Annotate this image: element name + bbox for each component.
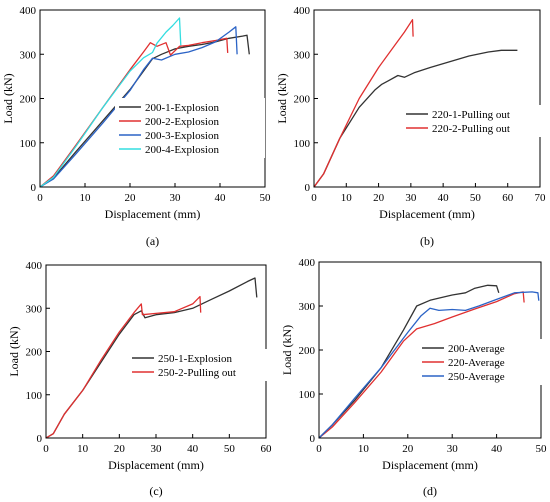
legend-entry-2: 250-2-Pulling out: [158, 367, 236, 379]
y-tick-label: 100: [294, 138, 311, 150]
legend-entry-2: 220-Average: [448, 357, 505, 369]
y-tick-label: 0: [310, 433, 316, 445]
chart-panel-4: 0 10 20 30 40 50 0 100 200 300 400 Displacement (mm…: [280, 257, 547, 498]
x-tick-label: 50: [536, 443, 548, 455]
y-tick-label: 200: [299, 345, 316, 357]
chart-panel-3: 0 10 20 30 40 50 60 0 100 200 300 400 Displacement (…: [7, 260, 272, 498]
x-tick-label: 10: [358, 443, 370, 455]
legend-background: [128, 349, 268, 381]
y-tick-label: 300: [299, 301, 316, 313]
y-tick-label: 200: [26, 347, 43, 359]
legend-background: [115, 98, 265, 158]
x-tick-label: 20: [402, 443, 414, 455]
legend-entry-3: 250-Average: [448, 371, 505, 383]
x-tick-label: 30: [170, 192, 182, 204]
panel-label: (d): [423, 484, 437, 498]
x-tick-label: 20: [125, 192, 137, 204]
x-tick-label: 70: [535, 192, 547, 204]
legend-entry-1: 200-1-Explosion: [145, 102, 219, 114]
series-line-1: [318, 284, 500, 439]
legend: 250-1-Explosion 250-2-Pulling out: [128, 349, 268, 381]
y-tick-label: 0: [305, 182, 311, 194]
legend: 200-1-Explosion 200-2-Explosion 200-3-Expl…: [115, 98, 265, 158]
legend-entry-4: 200-4-Explosion: [145, 144, 219, 156]
series-line-2: [318, 291, 525, 439]
x-axis-label: Displacement (mm): [108, 458, 204, 472]
x-tick-label: 10: [77, 443, 89, 455]
x-tick-label: 40: [438, 192, 450, 204]
chart-panel-2: 0 10 20 30 40 50 60 70 0 100 200 300 400 Displacement…: [275, 5, 546, 248]
series-line-3: [39, 26, 238, 188]
x-tick-label: 0: [311, 192, 317, 204]
legend: 220-1-Pulling out 220-2-Pulling out: [402, 105, 542, 137]
y-tick-label: 400: [26, 260, 43, 272]
panel-label: (b): [420, 234, 434, 248]
series-line-4: [39, 17, 182, 188]
x-tick-label: 20: [114, 443, 126, 455]
x-tick-label: 30: [447, 443, 459, 455]
x-tick-label: 0: [43, 443, 49, 455]
x-tick-label: 40: [491, 443, 503, 455]
x-tick-label: 10: [80, 192, 92, 204]
y-axis-label: Load (kN): [1, 73, 15, 123]
chart-panel-1: 0 10 20 30 40 50 0 100 200 300 400 Displacement (mm…: [1, 5, 271, 248]
y-tick-label: 300: [20, 49, 37, 61]
x-tick-label: 60: [261, 443, 273, 455]
y-tick-label: 400: [20, 5, 37, 17]
y-tick-label: 0: [37, 433, 43, 445]
legend-entry-1: 250-1-Explosion: [158, 353, 232, 365]
legend-entry-2: 200-2-Explosion: [145, 116, 219, 128]
y-tick-label: 200: [20, 94, 37, 106]
y-axis-label: Load (kN): [7, 326, 21, 376]
x-tick-label: 0: [316, 443, 322, 455]
y-tick-label: 400: [299, 257, 316, 269]
x-axis-label: Displacement (mm): [382, 458, 478, 472]
series-line-3: [318, 291, 540, 439]
legend-entry-1: 220-1-Pulling out: [432, 109, 510, 121]
x-tick-label: 30: [151, 443, 163, 455]
y-tick-label: 100: [20, 138, 37, 150]
y-axis-label: Load (kN): [280, 325, 294, 375]
legend-entry-3: 200-3-Explosion: [145, 130, 219, 142]
plot-frame: [313, 9, 541, 188]
y-axis-label: Load (kN): [275, 73, 289, 123]
x-tick-label: 30: [405, 192, 417, 204]
x-tick-label: 20: [373, 192, 385, 204]
panel-label: (a): [146, 234, 159, 248]
series-line-2: [45, 295, 202, 439]
x-tick-label: 50: [224, 443, 236, 455]
y-tick-label: 0: [31, 182, 37, 194]
y-tick-label: 300: [26, 303, 43, 315]
x-tick-label: 40: [215, 192, 227, 204]
x-tick-label: 10: [341, 192, 353, 204]
series-line-1: [313, 49, 518, 188]
x-axis-label: Displacement (mm): [105, 207, 201, 221]
legend-background: [402, 105, 542, 137]
y-tick-label: 200: [294, 94, 311, 106]
x-tick-label: 0: [37, 192, 43, 204]
x-tick-label: 50: [470, 192, 482, 204]
legend: 200-Average 220-Average 250-Average: [418, 339, 544, 385]
series-line-2: [313, 19, 414, 188]
x-tick-label: 40: [187, 443, 199, 455]
x-axis-label: Displacement (mm): [379, 207, 475, 221]
y-tick-label: 100: [299, 389, 316, 401]
panel-label: (c): [149, 484, 162, 498]
legend-entry-2: 220-2-Pulling out: [432, 123, 510, 135]
x-tick-label: 60: [502, 192, 514, 204]
y-tick-label: 300: [294, 49, 311, 61]
y-tick-label: 100: [26, 390, 43, 402]
x-tick-label: 50: [260, 192, 272, 204]
legend-entry-1: 200-Average: [448, 343, 505, 355]
y-tick-label: 400: [294, 5, 311, 17]
